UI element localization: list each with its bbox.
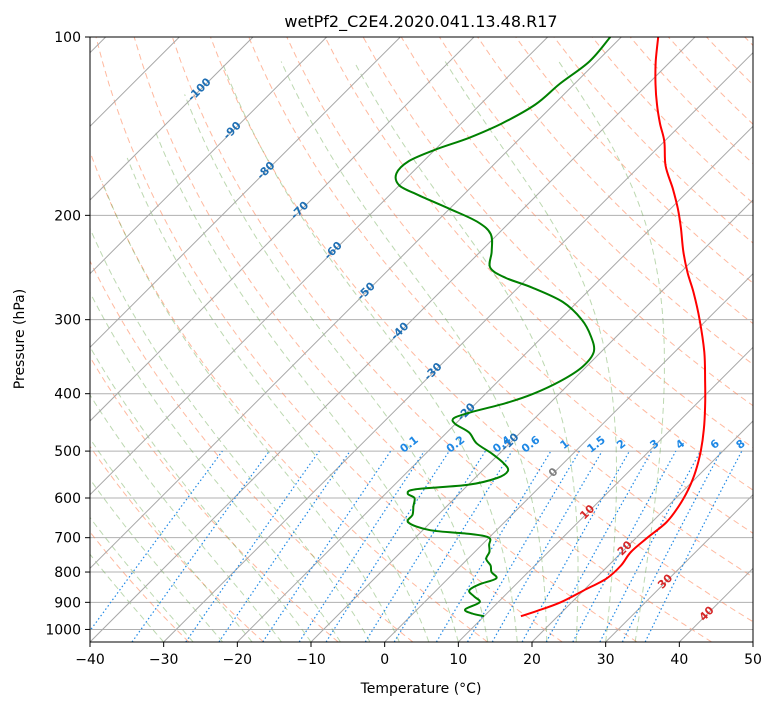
- mixing-ratio-line: [572, 450, 677, 642]
- moist-adiabat-line: [221, 61, 518, 642]
- y-tick-label: 500: [54, 444, 81, 460]
- y-axis-ticks: 100 200 300 400 500 600 700 800 900 1000: [45, 30, 90, 638]
- dry-adiabat-line: [95, 37, 563, 642]
- y-tick-label: 1000: [45, 622, 81, 638]
- moist-adiabat-line: [155, 132, 459, 642]
- isotherm-line: [531, 420, 753, 642]
- isotherm-line: [236, 125, 753, 642]
- moist-adiabat-line: [90, 478, 223, 642]
- isotherm-line: [384, 272, 753, 642]
- moist-adiabat-line: [280, 61, 548, 642]
- isotherm-line: [90, 37, 254, 201]
- x-axis-ticks: −40 −30 −20 −10 0 10 20 30 40 50: [75, 642, 762, 668]
- x-tick-label: −10: [296, 652, 326, 668]
- temperature-profile-line: [520, 37, 707, 618]
- plot-frame: [89, 36, 754, 643]
- chart-title: wetPf2_C2E4.2020.041.13.48.R17: [284, 12, 557, 32]
- x-tick-label: 20: [523, 652, 541, 668]
- mixing-ratio-line: [393, 450, 513, 642]
- x-tick-label: 40: [670, 652, 688, 668]
- dry-adiabat-line: [515, 37, 753, 284]
- mixing-ratio-line: [521, 450, 631, 642]
- moist-adiabat-line: [90, 345, 312, 642]
- dry-adiabat-line: [90, 259, 414, 642]
- mixing-ratio-line: [644, 450, 743, 642]
- x-tick-label: 30: [597, 652, 615, 668]
- x-tick-label: 0: [380, 652, 389, 668]
- mixing-ratio-line: [545, 450, 653, 642]
- mixing-ratio-lines: [90, 450, 743, 642]
- mixing-ratio-line: [131, 450, 270, 642]
- x-tick-label: 50: [744, 652, 762, 668]
- moist-adiabat-line: [90, 553, 165, 642]
- isotherm-line: [90, 37, 622, 570]
- y-tick-label: 900: [54, 595, 81, 611]
- mixing-ratio-line: [90, 450, 223, 632]
- isotherm-line: [605, 493, 753, 642]
- dry-adiabats: [90, 37, 753, 642]
- dry-adiabat-line: [248, 37, 753, 578]
- isotherm-line: [90, 37, 696, 642]
- mixing-ratio-line: [185, 450, 320, 642]
- moist-adiabat-line: [90, 516, 194, 642]
- dry-adiabat-line: [90, 356, 339, 642]
- x-tick-label: −40: [75, 652, 105, 668]
- isotherm-line: [90, 37, 401, 349]
- moist-adiabat-line: [90, 291, 341, 642]
- moist-adiabat-line: [90, 394, 282, 642]
- y-tick-label: 800: [54, 565, 81, 581]
- y-tick-label: 600: [54, 491, 81, 507]
- x-tick-label: 10: [449, 652, 467, 668]
- mixing-ratio-line: [298, 450, 425, 642]
- mixing-ratio-line: [262, 450, 392, 642]
- y-axis-title: Pressure (hPa): [12, 289, 28, 389]
- pressure-gridlines: [90, 37, 753, 630]
- dry-adiabat-line: [210, 37, 753, 623]
- dry-adiabat-line: [171, 37, 712, 642]
- isotherm-line: [163, 51, 753, 642]
- moist-adiabat-line: [90, 227, 371, 642]
- isotherm-line: [310, 199, 753, 642]
- isotherm-line: [90, 37, 475, 422]
- plot-area: -100-90-80-70-60-50-40-30-20-10010203040…: [90, 37, 772, 642]
- dry-adiabat-line: [90, 445, 264, 642]
- mixing-ratio-line: [218, 450, 351, 642]
- moist-adiabat-line: [353, 61, 579, 642]
- y-tick-label: 200: [54, 208, 81, 224]
- moist-adiabat-line: [558, 61, 665, 642]
- moist-adiabat-line: [90, 437, 253, 642]
- dry-adiabat-line: [324, 37, 753, 491]
- x-tick-label: −20: [223, 652, 253, 668]
- dry-adiabat-line: [286, 37, 753, 534]
- x-tick-label: −30: [149, 652, 179, 668]
- x-axis-title: Temperature (°C): [360, 681, 482, 697]
- mixing-ratio-line: [325, 450, 450, 642]
- moist-adiabat-line: [101, 180, 400, 642]
- moist-adiabat-line: [126, 157, 430, 642]
- isotherm-line: [457, 346, 753, 642]
- y-tick-label: 400: [54, 387, 81, 403]
- isotherm-line: [90, 37, 549, 496]
- y-tick-label: 300: [54, 313, 81, 329]
- y-tick-label: 700: [54, 531, 81, 547]
- moist-adiabat-line: [444, 61, 617, 642]
- isotherm-lines: [90, 37, 753, 642]
- dewpoint-profile-line: [394, 37, 612, 618]
- y-tick-label: 100: [54, 30, 81, 46]
- isotherm-line: [90, 37, 328, 275]
- mixing-ratio-label: 10: [752, 434, 772, 454]
